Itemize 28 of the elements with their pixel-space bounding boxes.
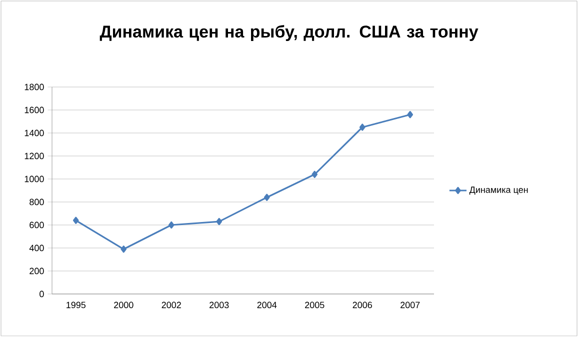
x-tick-label: 2002 [162,302,181,308]
y-tick-label: 1200 [24,152,44,160]
legend-label: Динамика цен [469,186,528,195]
y-tick-label: 1400 [24,130,44,136]
point [216,218,222,226]
x-tick-label: 2000 [114,302,134,308]
point [168,221,174,229]
y-tick-label: 1800 [24,84,44,90]
chart-title: Динамика цен на рыбу, долл. США за тонну [100,24,478,41]
x-tick-label: 1995 [66,302,86,308]
point [120,246,127,253]
x-tick-label: 2003 [210,302,229,308]
x-tick-label: 2006 [352,302,372,308]
x-tick-label: 2004 [257,302,277,308]
point [264,194,270,201]
y-tick-label: 1600 [24,106,44,114]
x-tick-label: 2007 [400,302,420,308]
point [312,170,318,178]
x-tick-label: 2005 [305,302,324,308]
y-tick-label: 800 [30,198,44,206]
y-tick-label: 400 [29,244,44,252]
y-tick-label: 0 [40,290,44,298]
point [407,110,414,118]
y-tick-label: 600 [30,222,44,228]
point [72,216,79,224]
point [359,124,366,131]
y-tick-label: 1000 [24,176,44,182]
y-tick-label: 200 [30,268,44,274]
